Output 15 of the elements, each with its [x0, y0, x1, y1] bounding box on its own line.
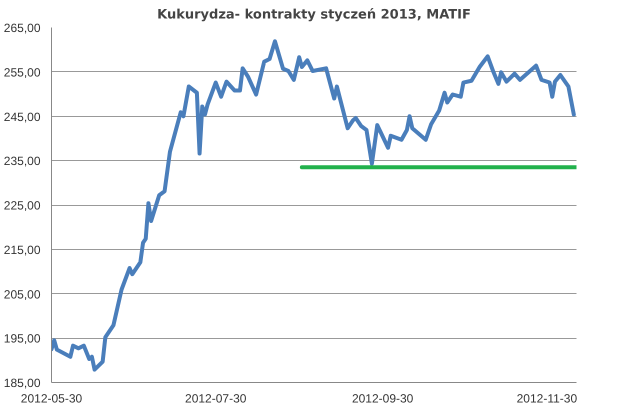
y-tick-label: 195,00	[4, 332, 41, 346]
line-series	[52, 39, 576, 372]
y-tick-label: 225,00	[4, 198, 41, 212]
x-tick-label: 2012-11-30	[516, 392, 578, 406]
y-tick-label: 185,00	[4, 376, 41, 390]
x-tick-label: 2012-09-30	[352, 392, 414, 406]
chart-title: Kukurydza- kontrakty styczeń 2013, MATIF	[157, 8, 471, 22]
y-tick-label: 245,00	[4, 110, 41, 124]
y-tick-label: 215,00	[4, 242, 41, 257]
x-tick-label: 2012-07-30	[185, 392, 247, 406]
y-tick-label: 205,00	[4, 287, 41, 302]
y-tick-label: 265,00	[4, 21, 41, 35]
y-tick-label: 235,00	[4, 154, 41, 168]
x-tick-label: 2012-05-30	[20, 392, 83, 406]
y-tick-label: 255,00	[4, 65, 41, 80]
